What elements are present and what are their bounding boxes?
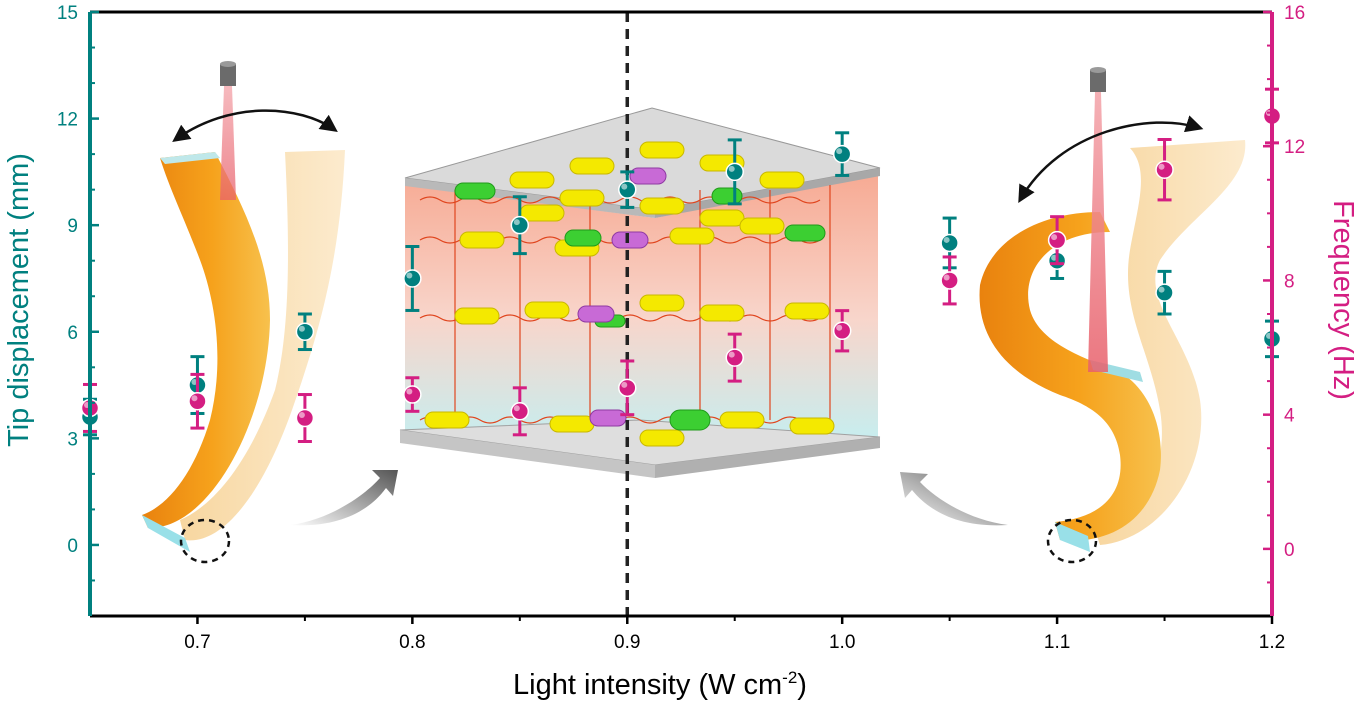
displacement-point bbox=[725, 138, 744, 206]
left-y-tick-label: 9 bbox=[67, 216, 78, 237]
right-y-axis-title: Frequency (Hz) bbox=[1327, 200, 1354, 400]
left-y-tick-label: 0 bbox=[67, 536, 78, 557]
left-y-tick-label: 15 bbox=[57, 3, 78, 24]
x-tick-label: 0.9 bbox=[614, 632, 640, 653]
frequency-point bbox=[188, 372, 207, 430]
right-y-tick-label: 0 bbox=[1284, 540, 1295, 561]
frequency-point bbox=[403, 376, 422, 413]
anchor-highlight-icon bbox=[179, 518, 231, 564]
x-tick-label: 0.7 bbox=[184, 632, 210, 653]
frequency-point bbox=[618, 359, 637, 417]
x-axis-title: Light intensity (W cm-2) bbox=[513, 668, 807, 701]
displacement-point bbox=[403, 244, 422, 312]
left-y-tick-label: 12 bbox=[57, 110, 78, 131]
liquid-crystal-network-inset bbox=[399, 107, 881, 478]
curved-arrow-icon bbox=[290, 470, 398, 526]
right-y-tick-label: 8 bbox=[1284, 271, 1295, 292]
x-tick-label: 0.8 bbox=[399, 632, 425, 653]
frequency-point bbox=[510, 386, 530, 437]
right-y-tick-label: 12 bbox=[1284, 137, 1305, 158]
left-y-tick-label: 6 bbox=[67, 323, 78, 344]
frequency-point bbox=[832, 309, 852, 353]
frequency-point bbox=[1155, 138, 1174, 202]
left-y-tick-label: 3 bbox=[67, 429, 78, 450]
actuator-strip-low-inset bbox=[142, 61, 398, 564]
anchor-highlight-icon bbox=[1046, 518, 1098, 564]
frequency-point bbox=[295, 393, 315, 444]
laser-head-icon bbox=[220, 64, 236, 86]
frequency-point bbox=[725, 332, 744, 383]
left-y-axis-title: Tip displacement (mm) bbox=[3, 153, 35, 447]
displacement-point bbox=[832, 131, 852, 177]
x-tick-label: 1.0 bbox=[829, 632, 855, 653]
right-y-tick-label: 16 bbox=[1284, 3, 1305, 24]
actuator-strip-high-inset bbox=[900, 67, 1246, 564]
curved-arrow-icon bbox=[900, 472, 1008, 526]
displacement-point bbox=[1155, 269, 1174, 316]
displacement-point bbox=[618, 170, 637, 209]
displacement-point bbox=[510, 195, 530, 256]
frequency-point bbox=[1047, 215, 1067, 266]
x-tick-label: 1.1 bbox=[1044, 632, 1070, 653]
laser-head-icon bbox=[1090, 70, 1106, 92]
x-tick-label: 1.2 bbox=[1259, 632, 1285, 653]
right-y-tick-label: 4 bbox=[1284, 406, 1295, 427]
displacement-point bbox=[295, 312, 315, 352]
frequency-point bbox=[940, 255, 959, 306]
